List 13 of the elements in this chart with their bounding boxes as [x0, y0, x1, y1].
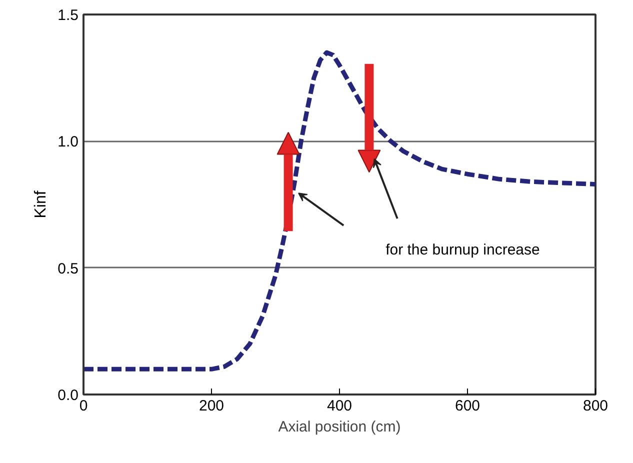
y-tick-label: 0.0	[58, 387, 79, 404]
annotation: for the burnup increase	[386, 241, 540, 258]
x-tick-label: 600	[454, 398, 480, 414]
y-tick-label: 1.5	[58, 7, 79, 24]
y-tick-label: 1.0	[58, 134, 79, 151]
x-tick-label: 800	[582, 398, 608, 414]
x-axis-title: Axial position (cm)	[278, 418, 401, 436]
line-series	[84, 50, 596, 372]
y-axis-title: Kinf	[32, 190, 50, 218]
x-tick-label: 400	[326, 398, 352, 414]
x-tick-label: 200	[198, 398, 224, 414]
x-tick-label: 0	[79, 398, 88, 414]
y-tick-label: 0.5	[58, 260, 79, 278]
